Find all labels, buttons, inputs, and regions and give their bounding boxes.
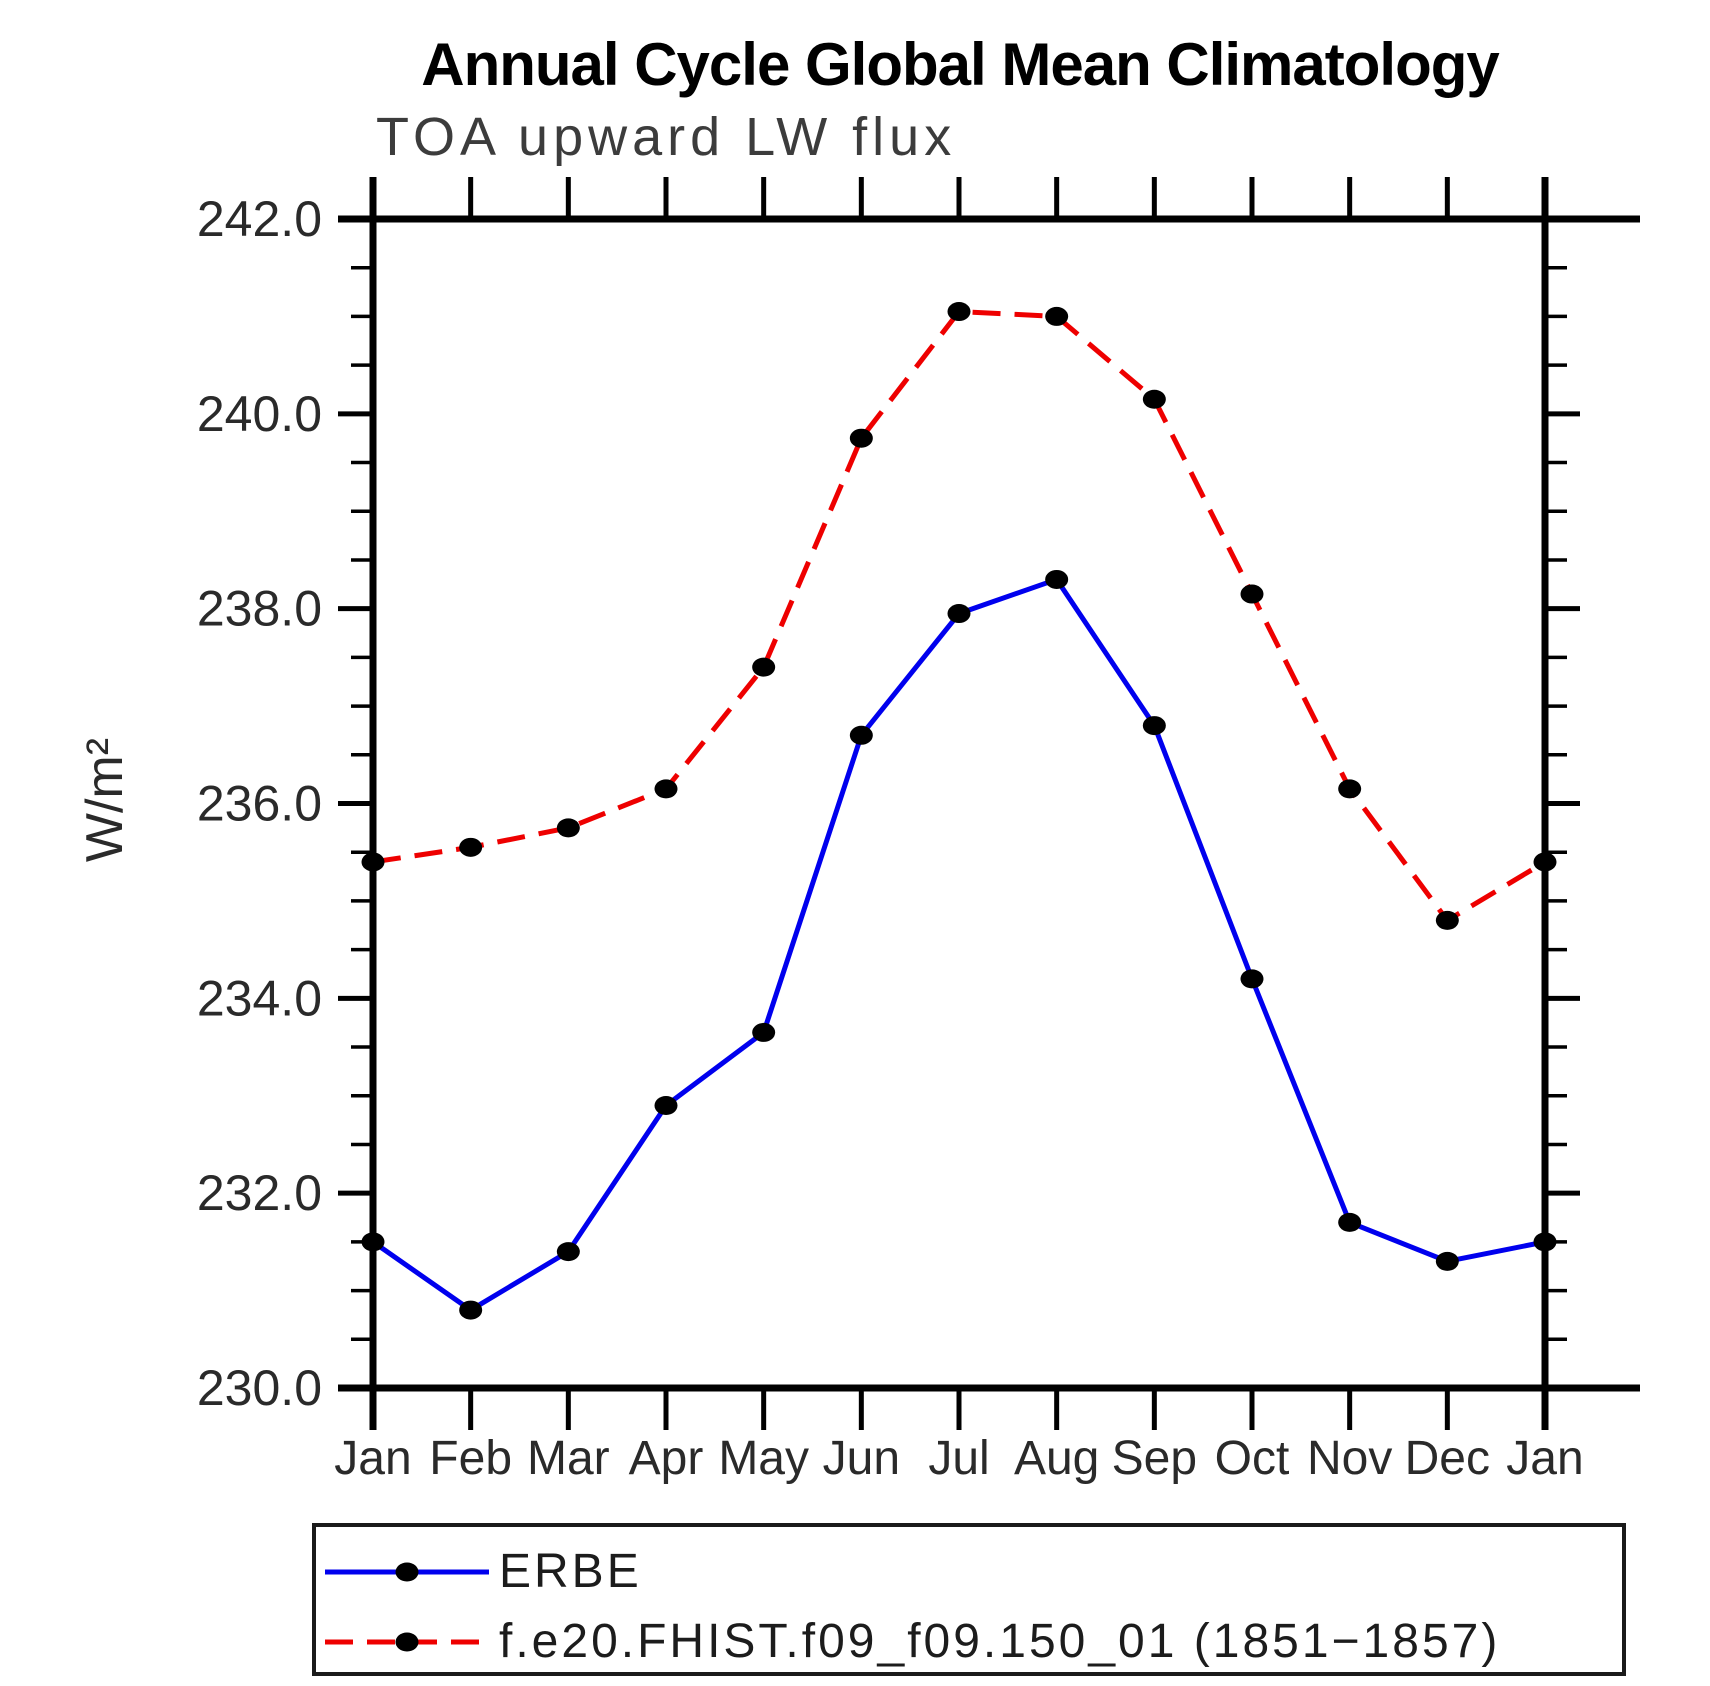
x-tick-label: Jul — [928, 1432, 989, 1485]
y-tick-label: 240.0 — [197, 386, 322, 442]
y-tick-label: 230.0 — [197, 1360, 322, 1416]
data-point-marker — [1533, 1232, 1557, 1252]
data-point-marker — [1045, 306, 1069, 326]
y-tick-label: 242.0 — [197, 191, 322, 247]
x-tick-label: May — [718, 1432, 809, 1485]
legend-item-model: f.e20.FHIST.f09_f09.150_01 (1851−1857) — [321, 1615, 1501, 1668]
x-tick-label: Apr — [629, 1432, 704, 1485]
data-point-marker — [1338, 1212, 1362, 1232]
x-tick-label: Mar — [527, 1432, 610, 1485]
data-point-marker — [654, 1095, 678, 1115]
legend-sample-solid-blue-line — [325, 1562, 489, 1582]
data-point-marker — [459, 837, 483, 857]
data-point-marker — [1435, 910, 1459, 930]
data-point-marker — [849, 428, 873, 448]
data-point-marker — [361, 852, 385, 872]
y-tick-label: 236.0 — [197, 776, 322, 832]
x-tick-label: Dec — [1405, 1432, 1490, 1485]
y-tick-label: 238.0 — [197, 581, 322, 637]
chart-subtitle: TOA upward LW flux — [376, 107, 957, 167]
data-point-marker — [361, 1232, 385, 1252]
x-tick-label: Feb — [429, 1432, 512, 1485]
data-point-marker — [752, 657, 776, 677]
data-point-marker — [1240, 584, 1264, 604]
x-tick-label: Jun — [823, 1432, 900, 1485]
data-point-marker — [654, 779, 678, 799]
x-tick-label: Aug — [1014, 1432, 1099, 1485]
data-point-marker — [947, 604, 971, 624]
data-point-marker — [1240, 969, 1264, 989]
data-point-marker — [849, 725, 873, 745]
y-axis-label: W/m² — [76, 738, 134, 862]
data-point-marker — [1338, 779, 1362, 799]
data-point-marker — [947, 302, 971, 322]
y-tick-label: 232.0 — [197, 1165, 322, 1221]
legend-sample-dashed-red-line — [325, 1632, 489, 1652]
y-tick-label: 234.0 — [197, 970, 322, 1026]
legend-item-erbe: ERBE — [321, 1545, 642, 1598]
chart-title: Annual Cycle Global Mean Climatology — [421, 31, 1500, 98]
legend: ERBE f.e20.FHIST.f09_f09.150_01 (1851−18… — [312, 1523, 1626, 1676]
data-point-marker — [752, 1022, 776, 1042]
series-erbe-line — [371, 576, 1546, 1313]
legend-label-erbe: ERBE — [499, 1545, 642, 1598]
x-tick-label: Oct — [1215, 1432, 1290, 1485]
legend-label-model: f.e20.FHIST.f09_f09.150_01 (1851−1857) — [499, 1615, 1501, 1668]
data-point-marker — [459, 1300, 483, 1320]
data-point-marker — [1435, 1251, 1459, 1271]
data-point-marker — [1533, 852, 1557, 872]
x-tick-label: Jan — [1506, 1432, 1583, 1485]
data-point-marker — [1045, 569, 1069, 589]
data-point-marker — [556, 818, 580, 838]
data-point-marker — [556, 1242, 580, 1262]
x-tick-label: Sep — [1112, 1432, 1197, 1485]
x-tick-label: Nov — [1307, 1432, 1392, 1485]
data-point-marker — [1142, 389, 1166, 409]
data-point-marker — [1142, 716, 1166, 736]
x-tick-label: Jan — [334, 1432, 411, 1485]
